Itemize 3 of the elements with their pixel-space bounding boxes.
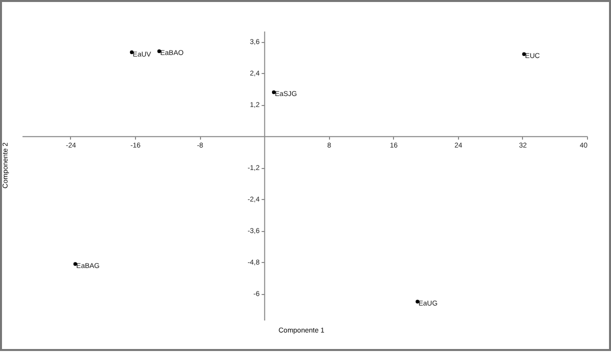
point (416, 300, 420, 304)
point (272, 90, 276, 94)
point (522, 52, 526, 56)
